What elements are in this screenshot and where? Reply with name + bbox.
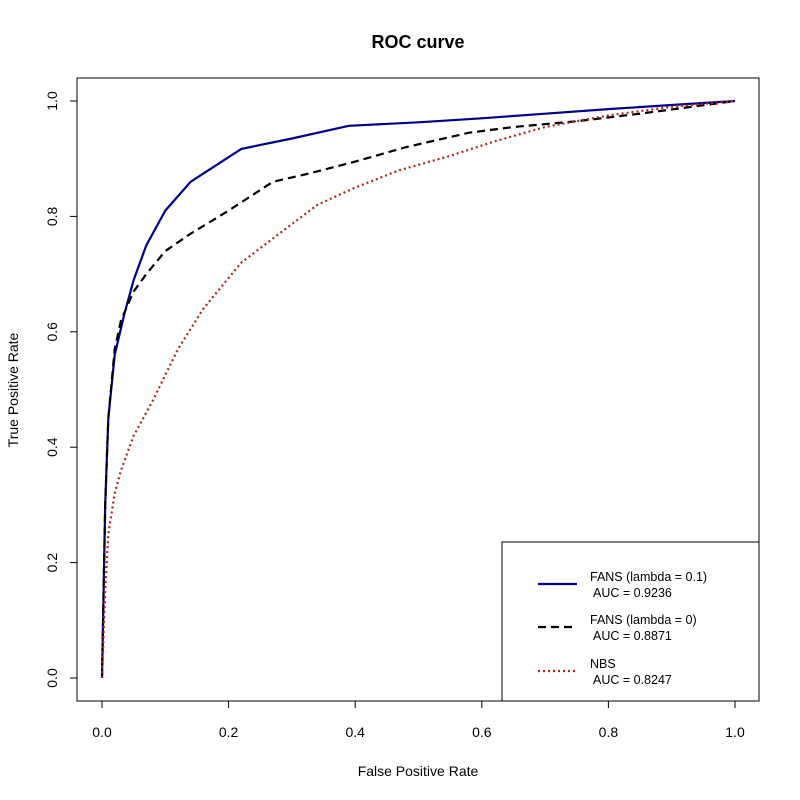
y-tick-label: 1.0 xyxy=(44,91,60,111)
x-axis: 0.0 0.2 0.4 0.6 0.8 1.0 xyxy=(92,700,745,740)
y-tick-label: 0.2 xyxy=(44,553,60,573)
chart-title: ROC curve xyxy=(371,32,464,52)
series-layer xyxy=(100,99,736,679)
legend-label-2: NBS xyxy=(590,657,616,671)
x-tick-label: 1.0 xyxy=(725,724,745,740)
x-tick-label: 0.4 xyxy=(345,724,365,740)
x-tick-label: 0.6 xyxy=(472,724,492,740)
legend-box xyxy=(501,541,760,702)
legend: FANS (lambda = 0.1) AUC = 0.9236 FANS (lam… xyxy=(501,541,760,702)
x-tick-label: 0.2 xyxy=(219,724,239,740)
y-tick-label: 0.0 xyxy=(44,668,60,688)
legend-label-0: FANS (lambda = 0.1) xyxy=(590,570,707,584)
y-tick-label: 0.8 xyxy=(44,206,60,226)
x-tick-label: 0.8 xyxy=(599,724,619,740)
x-axis-title: False Positive Rate xyxy=(358,763,479,779)
legend-auc-2: AUC = 0.8247 xyxy=(593,673,672,687)
x-tick-label: 0.0 xyxy=(92,724,112,740)
y-tick-label: 0.6 xyxy=(44,322,60,342)
legend-auc-1: AUC = 0.8871 xyxy=(593,629,672,643)
y-axis-title: True Positive Rate xyxy=(5,332,21,447)
y-tick-label: 0.4 xyxy=(44,437,60,457)
series-line-1 xyxy=(100,99,736,679)
y-axis: 0.0 0.2 0.4 0.6 0.8 1.0 xyxy=(44,91,78,688)
legend-label-1: FANS (lambda = 0) xyxy=(590,613,697,627)
legend-auc-0: AUC = 0.9236 xyxy=(593,586,672,600)
